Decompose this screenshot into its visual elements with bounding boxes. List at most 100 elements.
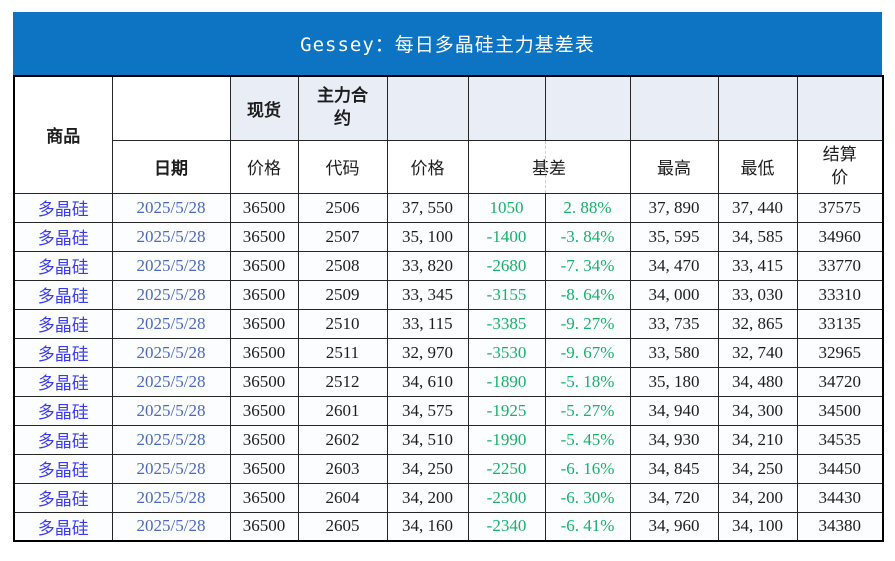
cell-low: 34, 250 — [717, 453, 798, 484]
cell-product: 多晶硅 — [13, 511, 113, 542]
header-basis: 基差 — [467, 139, 631, 194]
table-row: 多晶硅 2025/5/28 36500 2506 37, 550 1050 2. 88% 37… — [13, 192, 884, 223]
cell-date: 2025/5/28 — [111, 337, 231, 368]
cell-product: 多晶硅 — [13, 337, 113, 368]
cell-basis_pct: -6. 30% — [544, 482, 631, 513]
cell-low: 33, 030 — [717, 279, 798, 310]
cell-settle: 34960 — [796, 221, 884, 252]
cell-date: 2025/5/28 — [111, 192, 231, 223]
cell-settle: 34500 — [796, 395, 884, 426]
cell-basis_pct: -9. 27% — [544, 308, 631, 339]
header-settle: 结算价 — [796, 139, 884, 194]
cell-spot_price: 36500 — [229, 192, 299, 223]
cell-basis_pct: -5. 27% — [544, 395, 631, 426]
cell-high: 34, 470 — [629, 250, 719, 281]
cell-date: 2025/5/28 — [111, 308, 231, 339]
table-row: 多晶硅 2025/5/28 36500 2605 34, 160 -2340 -6. 41%… — [13, 511, 884, 542]
cell-basis: -1990 — [467, 424, 546, 455]
table-row: 多晶硅 2025/5/28 36500 2511 32, 970 -3530 -9. 67%… — [13, 337, 884, 368]
cell-settle: 33310 — [796, 279, 884, 310]
cell-date: 2025/5/28 — [111, 279, 231, 310]
cell-low: 34, 300 — [717, 395, 798, 426]
cell-product: 多晶硅 — [13, 250, 113, 281]
cell-high: 34, 960 — [629, 511, 719, 542]
cell-date: 2025/5/28 — [111, 511, 231, 542]
cell-date: 2025/5/28 — [111, 221, 231, 252]
cell-spot_price: 36500 — [229, 250, 299, 281]
cell-product: 多晶硅 — [13, 453, 113, 484]
cell-basis_pct: -3. 84% — [544, 221, 631, 252]
cell-basis_pct: 2. 88% — [544, 192, 631, 223]
cell-basis: -2300 — [467, 482, 546, 513]
cell-low: 37, 440 — [717, 192, 798, 223]
header-main-contract-group: 主力合约 — [297, 75, 388, 141]
table-row: 多晶硅 2025/5/28 36500 2510 33, 115 -3385 -9. 27%… — [13, 308, 884, 339]
cell-product: 多晶硅 — [13, 192, 113, 223]
cell-price: 34, 160 — [386, 511, 469, 542]
cell-basis_pct: -9. 67% — [544, 337, 631, 368]
cell-settle: 37575 — [796, 192, 884, 223]
cell-price: 35, 100 — [386, 221, 469, 252]
header-spot-price: 价格 — [229, 139, 299, 194]
header-low: 最低 — [717, 139, 798, 194]
page-title: Gessey：每日多晶硅主力基差表 — [300, 34, 595, 56]
cell-code: 2508 — [297, 250, 388, 281]
cell-low: 34, 585 — [717, 221, 798, 252]
cell-product: 多晶硅 — [13, 221, 113, 252]
header-date: 日期 — [111, 139, 231, 194]
cell-code: 2604 — [297, 482, 388, 513]
table-row: 多晶硅 2025/5/28 36500 2507 35, 100 -1400 -3. 84%… — [13, 221, 884, 252]
cell-date: 2025/5/28 — [111, 424, 231, 455]
cell-product: 多晶硅 — [13, 424, 113, 455]
cell-basis: 1050 — [467, 192, 546, 223]
cell-settle: 33135 — [796, 308, 884, 339]
table-body: 多晶硅 2025/5/28 36500 2506 37, 550 1050 2. 88% 37… — [13, 192, 884, 542]
table-row: 多晶硅 2025/5/28 36500 2508 33, 820 -2680 -7. 34%… — [13, 250, 884, 281]
cell-high: 34, 845 — [629, 453, 719, 484]
cell-basis_pct: -6. 41% — [544, 511, 631, 542]
cell-spot_price: 36500 — [229, 221, 299, 252]
cell-settle: 34535 — [796, 424, 884, 455]
cell-basis: -2680 — [467, 250, 546, 281]
cell-basis_pct: -5. 45% — [544, 424, 631, 455]
cell-code: 2511 — [297, 337, 388, 368]
cell-code: 2506 — [297, 192, 388, 223]
cell-product: 多晶硅 — [13, 395, 113, 426]
cell-code: 2603 — [297, 453, 388, 484]
cell-low: 33, 415 — [717, 250, 798, 281]
cell-high: 37, 890 — [629, 192, 719, 223]
cell-settle: 32965 — [796, 337, 884, 368]
header-row-group: 商品 现货 主力合约 — [13, 75, 884, 194]
header-price: 价格 — [386, 139, 469, 194]
cell-high: 33, 580 — [629, 337, 719, 368]
cell-high: 35, 595 — [629, 221, 719, 252]
table-row: 多晶硅 2025/5/28 36500 2602 34, 510 -1990 -5. 45%… — [13, 424, 884, 455]
cell-spot_price: 36500 — [229, 279, 299, 310]
table-row: 多晶硅 2025/5/28 36500 2601 34, 575 -1925 -5. 27%… — [13, 395, 884, 426]
cell-spot_price: 36500 — [229, 395, 299, 426]
cell-price: 34, 510 — [386, 424, 469, 455]
cell-price: 34, 575 — [386, 395, 469, 426]
cell-spot_price: 36500 — [229, 511, 299, 542]
cell-basis_pct: -7. 34% — [544, 250, 631, 281]
header-product: 商品 — [13, 75, 113, 194]
header-high: 最高 — [629, 139, 719, 194]
cell-basis_pct: -5. 18% — [544, 366, 631, 397]
cell-product: 多晶硅 — [13, 279, 113, 310]
cell-spot_price: 36500 — [229, 337, 299, 368]
header-band-basis-pct — [544, 75, 631, 141]
cell-price: 34, 250 — [386, 453, 469, 484]
cell-high: 33, 735 — [629, 308, 719, 339]
header-band-high — [629, 75, 719, 141]
cell-high: 34, 720 — [629, 482, 719, 513]
cell-price: 37, 550 — [386, 192, 469, 223]
header-band-settle — [796, 75, 884, 141]
cell-spot_price: 36500 — [229, 424, 299, 455]
cell-spot_price: 36500 — [229, 453, 299, 484]
cell-date: 2025/5/28 — [111, 453, 231, 484]
table-row: 多晶硅 2025/5/28 36500 2512 34, 610 -1890 -5. 18%… — [13, 366, 884, 397]
cell-settle: 34430 — [796, 482, 884, 513]
cell-settle: 34720 — [796, 366, 884, 397]
cell-basis_pct: -8. 64% — [544, 279, 631, 310]
